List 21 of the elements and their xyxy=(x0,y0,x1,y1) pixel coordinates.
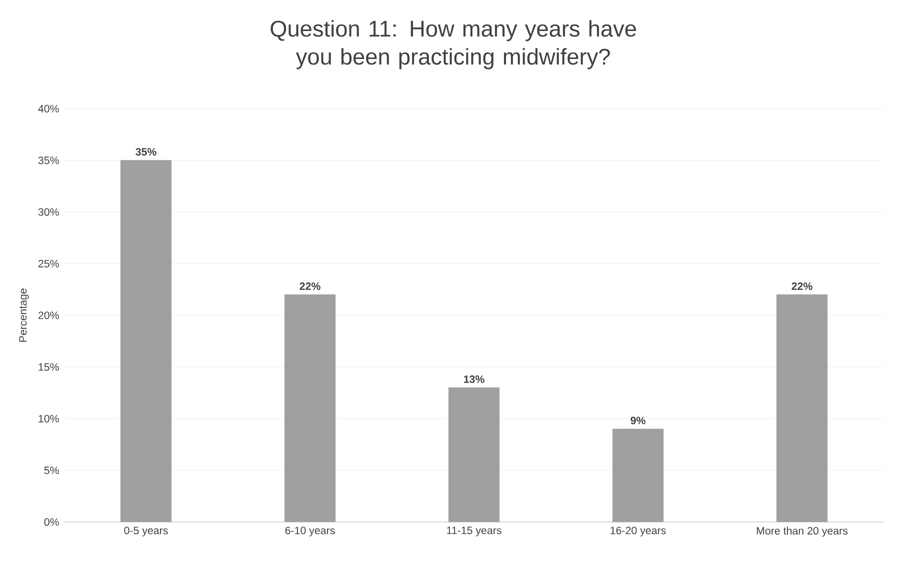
data-label: 13% xyxy=(464,375,484,383)
y-tick-label: 40% xyxy=(38,104,59,112)
data-label: 22% xyxy=(300,282,320,290)
x-tick-label: 6-10 years xyxy=(285,526,335,536)
x-tick-label: 16-20 years xyxy=(610,526,666,536)
y-tick-label: 5% xyxy=(44,466,59,474)
x-tick-label: More than 20 years xyxy=(756,526,848,537)
x-tick-label: 11-15 years xyxy=(447,526,502,536)
y-tick-label: 25% xyxy=(38,260,59,268)
y-tick-label: 15% xyxy=(38,363,59,371)
data-label: 9% xyxy=(630,416,646,424)
data-label: 35% xyxy=(136,148,156,156)
chart-title: Question 11: How many years have you been practicing midwifery? xyxy=(270,20,636,70)
y-tick-label: 35% xyxy=(38,156,59,164)
y-axis-title: Percentage xyxy=(19,288,29,342)
data-label: 22% xyxy=(792,282,812,290)
y-tick-label: 30% xyxy=(38,208,59,216)
y-tick-label: 0% xyxy=(44,518,59,526)
y-tick-label: 20% xyxy=(38,312,59,320)
y-tick-label: 10% xyxy=(38,414,59,422)
x-tick-label: 0-5 years xyxy=(124,526,168,536)
